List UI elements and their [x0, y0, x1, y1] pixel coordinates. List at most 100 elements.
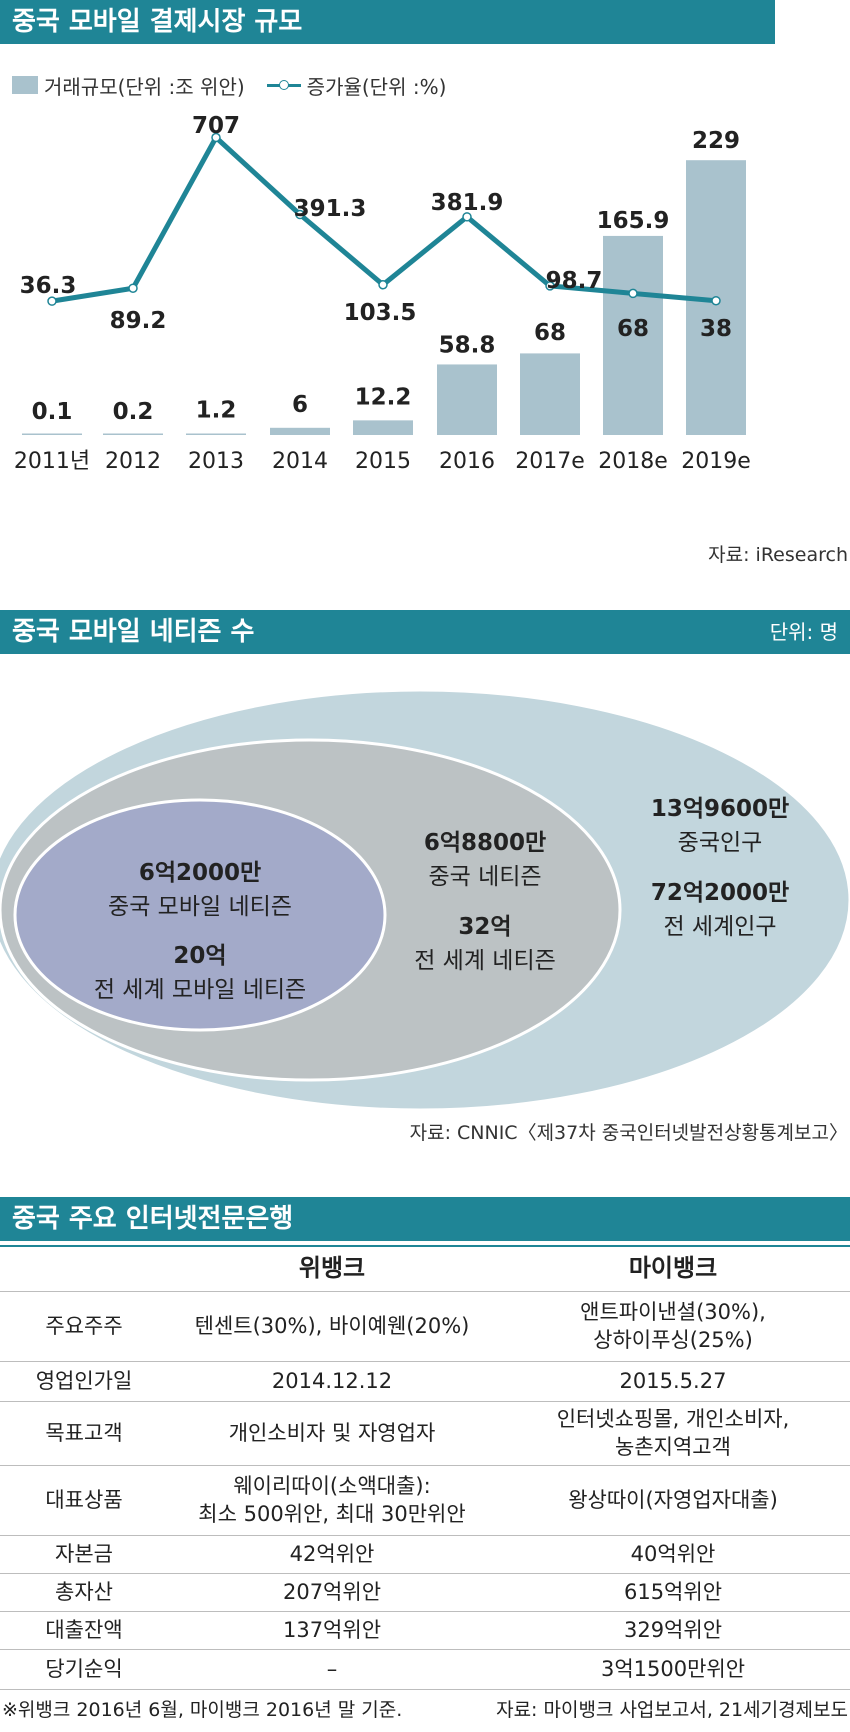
- cell-line: 인터넷쇼핑몰, 개인소비자,: [556, 1407, 790, 1432]
- category-label: 2013: [188, 449, 244, 474]
- bar-value-label: 165.9: [597, 208, 670, 234]
- row-label: 당기순익: [0, 1649, 168, 1690]
- header-mybank: 마이뱅크: [496, 1246, 850, 1292]
- table-row: 영업인가일 2014.12.12 2015.5.27: [0, 1361, 850, 1402]
- bar-value-label: 229: [692, 128, 740, 154]
- cell-line: 웨이리따이(소액대출):: [233, 1474, 431, 1499]
- cell-mybank: 615억위안: [496, 1573, 850, 1612]
- table-row: 주요주주 텐센트(30%), 바이예웬(20%) 앤트파이낸셜(30%), 상하이푸싱…: [0, 1291, 850, 1362]
- cell-line: 텐센트(30%), 바이예웬(20%): [194, 1313, 470, 1338]
- cell-line: 왕상따이(자영업자대출): [568, 1487, 778, 1512]
- cell-webank: –: [168, 1649, 496, 1690]
- chart2-unit: 단위: 명: [769, 620, 838, 644]
- category-label: 2017e: [515, 449, 585, 474]
- cell-webank: 개인소비자 및 자영업자: [168, 1401, 496, 1466]
- chart1-legend: 거래규모(단위 :조 위안) 증가율(단위 :%): [12, 70, 446, 100]
- cell-line: 42억위안: [289, 1541, 375, 1566]
- line-point: [545, 281, 555, 291]
- legend-bar-swatch: [12, 76, 38, 94]
- outer-label2: 전 세계인구: [663, 914, 776, 940]
- chart2-title-bar: 중국 모바일 네티즌 수 단위: 명: [0, 610, 850, 654]
- line-point: [128, 283, 138, 293]
- cell-line: 앤트파이낸셜(30%),: [580, 1300, 766, 1325]
- category-label: 2019e: [681, 449, 751, 474]
- line-value-label: 38: [700, 316, 732, 342]
- category-label: 2018e: [598, 449, 668, 474]
- category-label: 2011년: [14, 449, 90, 474]
- table-row: 총자산 207억위안 615억위안: [0, 1573, 850, 1612]
- line-value-label: 381.9: [431, 190, 504, 216]
- row-label: 대출잔액: [0, 1611, 168, 1650]
- cell-line: 개인소비자 및 자영업자: [228, 1420, 436, 1445]
- line-point: [378, 279, 388, 290]
- table-body: 주요주주 텐센트(30%), 바이예웬(20%) 앤트파이낸셜(30%), 상하이푸싱…: [0, 1291, 850, 1690]
- cell-line: 상하이푸싱(25%): [593, 1327, 753, 1352]
- bank-table: 위뱅크 마이뱅크 주요주주 텐센트(30%), 바이예웬(20%) 앤트파이낸셜(3…: [0, 1245, 850, 1690]
- row-label: 주요주주: [0, 1291, 168, 1362]
- inner-value2: 20억: [173, 943, 226, 969]
- cell-line: 3억1500만위안: [600, 1656, 746, 1681]
- cell-webank: 207억위안: [168, 1573, 496, 1612]
- line-value-label: 98.7: [546, 268, 603, 294]
- table-header-row: 위뱅크 마이뱅크: [0, 1246, 850, 1292]
- footnote-left: ※위뱅크 2016년 6월, 마이뱅크 2016년 말 기준.: [2, 1699, 403, 1721]
- cell-mybank: 앤트파이낸셜(30%), 상하이푸싱(25%): [496, 1291, 850, 1362]
- row-label: 자본금: [0, 1535, 168, 1574]
- cell-line: 2014.12.12: [271, 1368, 393, 1393]
- table-row: 목표고객 개인소비자 및 자영업자 인터넷쇼핑몰, 개인소비자, 농촌지역고객: [0, 1401, 850, 1466]
- bar: [103, 433, 163, 435]
- chart1-svg: 0.1 0.2 1.2 6 12.2 58.8 68 165.9 229 36.3 89.2 707 3…: [14, 113, 751, 474]
- bar: [353, 420, 413, 435]
- bar-value-label: 1.2: [196, 398, 237, 424]
- inner-ellipse: [13, 798, 387, 1032]
- category-label: 2014: [272, 449, 328, 474]
- cell-line: 329억위안: [623, 1617, 723, 1642]
- header-empty: [0, 1246, 168, 1292]
- chart1-title-bar: 중국 모바일 결제시장 규모: [0, 0, 775, 44]
- cell-mybank: 인터넷쇼핑몰, 개인소비자, 농촌지역고객: [496, 1401, 850, 1466]
- line-point: [711, 295, 721, 306]
- line-value-label: 68: [617, 316, 649, 342]
- category-label: 2012: [105, 449, 161, 474]
- table-row: 자본금 42억위안 40억위안: [0, 1535, 850, 1574]
- cell-line: 207억위안: [282, 1579, 382, 1604]
- chart2-source: 자료: CNNIC〈제37차 중국인터넷발전상황통계보고〉: [409, 1122, 848, 1144]
- chart1-source: 자료: iResearch: [708, 544, 848, 566]
- table-title: 중국 주요 인터넷전문은행: [12, 1204, 294, 1234]
- line-point: [628, 288, 638, 299]
- line-point: [295, 209, 305, 220]
- cell-line: –: [326, 1656, 338, 1681]
- legend-bar-label: 거래규모(단위 :조 위안): [44, 74, 245, 99]
- bar: [520, 353, 580, 435]
- row-label: 총자산: [0, 1573, 168, 1612]
- table-row: 당기순익 – 3억1500만위안: [0, 1649, 850, 1690]
- chart1-title: 중국 모바일 결제시장 규모: [12, 7, 303, 37]
- table-title-bar: 중국 주요 인터넷전문은행: [0, 1197, 850, 1241]
- row-label: 대표상품: [0, 1465, 168, 1536]
- cell-mybank: 40억위안: [496, 1535, 850, 1574]
- bar: [270, 427, 330, 435]
- cell-mybank: 2015.5.27: [496, 1361, 850, 1402]
- chart2-title: 중국 모바일 네티즌 수: [12, 617, 255, 647]
- middle-label2: 전 세계 네티즌: [414, 948, 556, 974]
- bar-value-label: 68: [534, 320, 566, 346]
- middle-label1: 중국 네티즌: [428, 864, 541, 890]
- category-label: 2015: [355, 449, 411, 474]
- cell-line: 40억위안: [630, 1541, 716, 1566]
- cell-webank: 텐센트(30%), 바이예웬(20%): [168, 1291, 496, 1362]
- cell-mybank: 3억1500만위안: [496, 1649, 850, 1690]
- line-value-label: 391.3: [294, 196, 367, 222]
- bar-value-label: 12.2: [355, 384, 412, 410]
- cell-webank: 2014.12.12: [168, 1361, 496, 1402]
- category-label: 2016: [439, 449, 495, 474]
- cell-webank: 42억위안: [168, 1535, 496, 1574]
- legend-line-label: 증가율(단위 :%): [306, 74, 447, 99]
- bar: [186, 433, 246, 435]
- footnote-right: 자료: 마이뱅크 사업보고서, 21세기경제보도: [496, 1699, 848, 1721]
- line-point: [462, 212, 472, 222]
- inner-label2: 전 세계 모바일 네티즌: [94, 977, 306, 1003]
- middle-value1: 6억8800만: [424, 830, 546, 856]
- outer-value1: 13억9600만: [651, 796, 789, 822]
- line-value-label: 36.3: [20, 273, 77, 299]
- cell-line: 615억위안: [623, 1579, 723, 1604]
